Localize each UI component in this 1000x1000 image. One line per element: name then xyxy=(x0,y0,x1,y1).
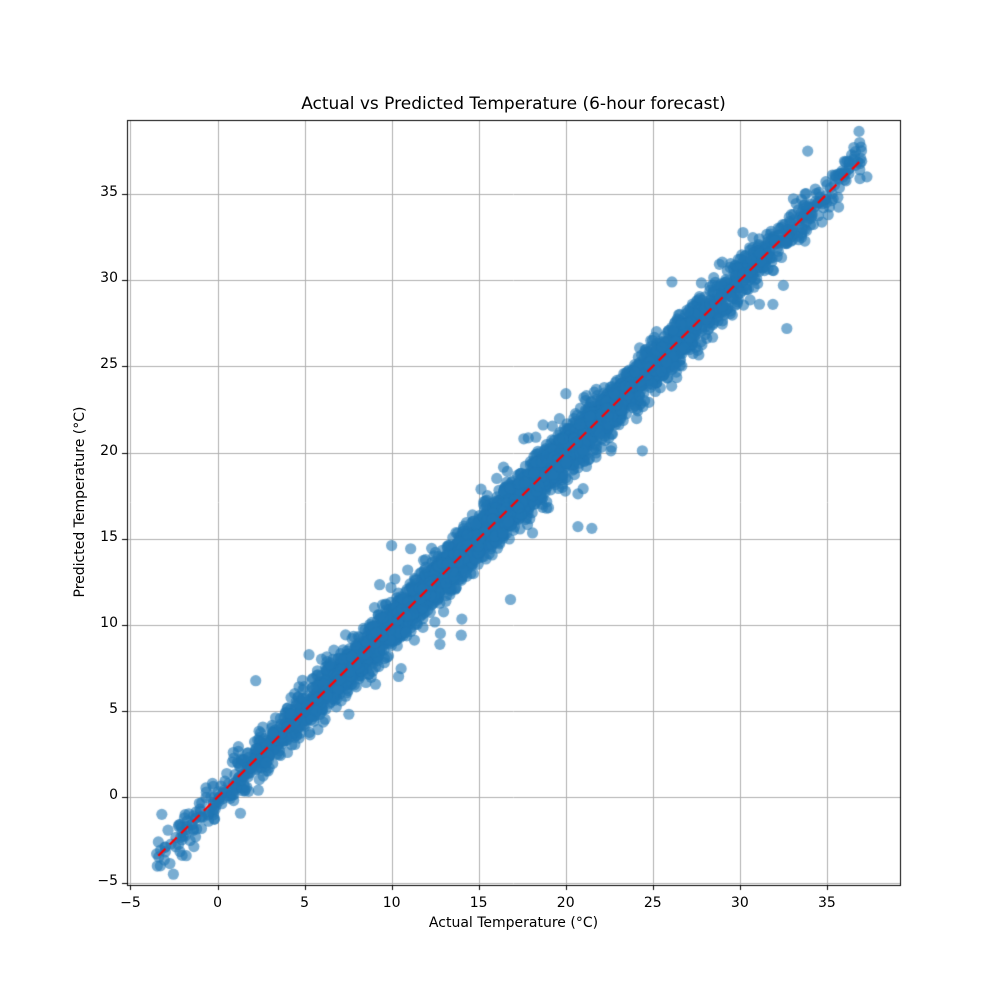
y-axis-label: Predicted Temperature (°C) xyxy=(72,406,88,598)
y-tick-label: 10 xyxy=(100,614,118,631)
y-tick-label: 35 xyxy=(100,184,118,201)
y-tick-label: 15 xyxy=(100,528,118,545)
y-tick-label: 20 xyxy=(100,442,118,459)
x-tick-label: 25 xyxy=(643,895,662,911)
y-tick-label: 0 xyxy=(109,787,118,804)
x-tick-label: 0 xyxy=(213,895,222,911)
x-tick-label: 5 xyxy=(300,895,310,911)
y-tick-label: −5 xyxy=(97,873,118,890)
x-tick-label: 30 xyxy=(730,895,749,911)
x-tick-label: 10 xyxy=(382,895,401,911)
x-axis-label: Actual Temperature (°C) xyxy=(428,915,599,931)
x-tick-label: 15 xyxy=(469,895,488,911)
y-tick-label: 5 xyxy=(109,700,118,717)
x-tick-label: −5 xyxy=(120,895,141,911)
chart-title: Actual vs Predicted Temperature (6-hour … xyxy=(301,94,726,114)
y-tick-label: 25 xyxy=(100,356,118,373)
y-tick-label: 30 xyxy=(100,270,118,287)
x-tick-label: 20 xyxy=(556,895,575,911)
x-tick-label: 35 xyxy=(817,895,836,911)
